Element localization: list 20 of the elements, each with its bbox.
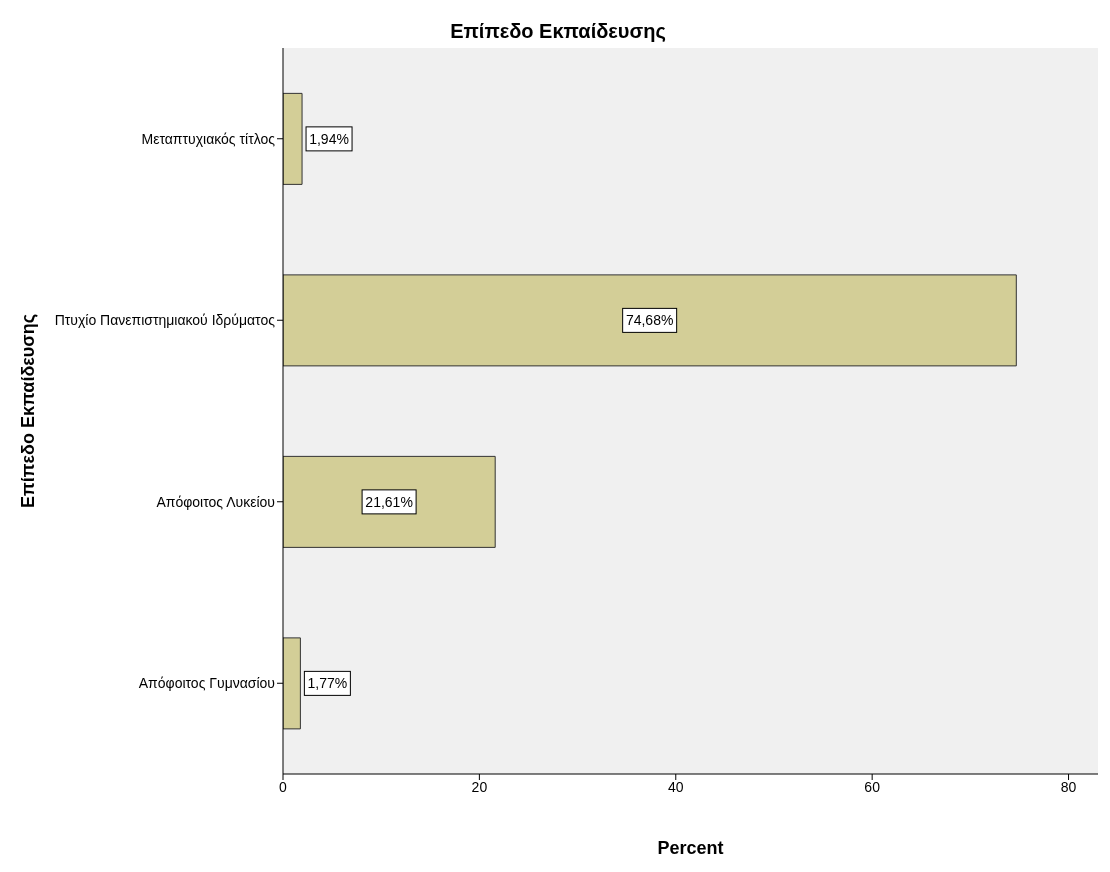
x-tick-label: 0 [279, 778, 288, 795]
y-axis-title: Επίπεδο Εκπαίδευσης [18, 313, 39, 509]
y-tick-label: Πτυχίο Πανεπιστημιακού Ιδρύματος [54, 312, 276, 329]
bar [283, 274, 1017, 367]
data-label: 21,61% [365, 493, 413, 510]
data-label: 74,68% [625, 312, 674, 329]
y-tick-label: Μεταπτυχιακός τίτλος [141, 130, 276, 147]
x-tick-label: 80 [1060, 778, 1077, 795]
x-tick-label: 60 [864, 778, 881, 795]
data-label: 1,94% [309, 130, 349, 147]
x-tick-label: 20 [471, 778, 488, 795]
x-tick-label: 40 [667, 778, 684, 795]
chart-title: Επίπεδο Εκπαίδευσης [450, 20, 666, 42]
y-tick-label: Απόφοιτος Γυμνασίου [138, 675, 275, 692]
bar [283, 92, 303, 185]
bar [283, 455, 496, 548]
bar [283, 637, 301, 730]
x-axis-title: Percent [657, 838, 724, 858]
y-tick-label: Απόφοιτος Λυκείου [156, 493, 275, 510]
data-label: 1,77% [307, 675, 348, 692]
